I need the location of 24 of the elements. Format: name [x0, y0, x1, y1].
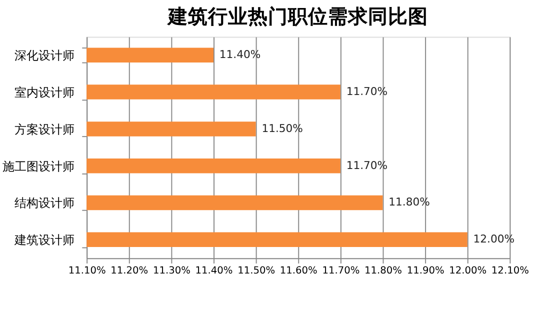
x-tick-label: 11.90%: [406, 265, 444, 276]
data-label: 11.70%: [346, 158, 388, 172]
data-label: 11.80%: [388, 196, 430, 209]
data-label: 11.40%: [219, 48, 261, 62]
y-tick-label: 建筑设计师: [13, 233, 74, 248]
x-tick-label: 11.10%: [68, 265, 106, 276]
x-tick-label: 11.70%: [322, 265, 360, 276]
x-tick-label: 11.80%: [364, 265, 402, 276]
x-tick-label: 12.10%: [491, 265, 529, 276]
data-label: 11.70%: [346, 85, 388, 98]
x-tick-label: 11.30%: [152, 265, 190, 276]
y-tick-label: 室内设计师: [14, 85, 74, 100]
x-tick-label: 11.60%: [280, 265, 318, 276]
x-tick-label: 11.50%: [238, 265, 276, 276]
y-tick-label: 结构设计师: [14, 196, 74, 210]
data-label: 11.50%: [262, 122, 303, 135]
x-tick-label: 11.40%: [195, 265, 233, 276]
y-tick-label: 深化设计师: [14, 48, 74, 63]
y-tick-label: 施工图设计师: [2, 159, 74, 174]
x-tick-label: 11.20%: [110, 265, 148, 276]
x-tick-label: 12.00%: [449, 265, 487, 276]
data-label: 12.00%: [473, 232, 515, 246]
chart-title: 建筑行业热门职位需求同比图: [166, 4, 428, 28]
y-tick-label: 方案设计师: [14, 122, 74, 136]
